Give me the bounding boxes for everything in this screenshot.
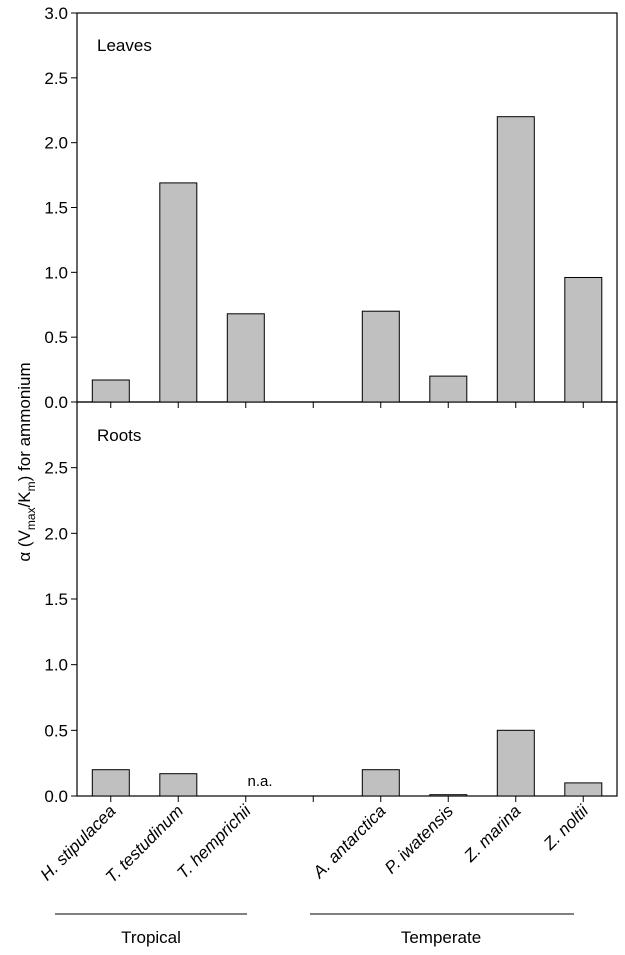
x-category-label: P. iwatensis: [381, 801, 457, 877]
leaves-bar: [429, 375, 468, 403]
x-category-label: Z. noltii: [539, 801, 593, 855]
roots-panel-label: Roots: [97, 426, 141, 445]
leaves-panel-frame: [76, 12, 618, 403]
roots-bar: [159, 773, 198, 797]
roots-ytick-label: 2.5: [44, 459, 68, 478]
temperate-group-label: Temperate: [401, 928, 481, 947]
x-category-label: A. antarctica: [309, 801, 390, 882]
leaves-bar: [91, 379, 130, 403]
na-annotation: n.a.: [247, 773, 272, 790]
roots-ytick-label: 2.0: [44, 524, 68, 543]
leaves-bar: [159, 182, 198, 403]
leaves-bar: [226, 313, 265, 403]
leaves-panel-label: Leaves: [97, 36, 152, 55]
leaves-ytick-label: 3.0: [44, 4, 68, 23]
leaves-ytick-label: 2.0: [44, 134, 68, 153]
x-category-label: T. hemprichii: [173, 801, 255, 883]
leaves-bar: [361, 310, 400, 403]
leaves-ytick-label: 0.0: [44, 393, 68, 412]
leaves-bar: [564, 277, 603, 403]
tropical-group-label: Tropical: [121, 928, 181, 947]
leaves-bar: [496, 116, 535, 403]
roots-ytick-label: 0.0: [44, 787, 68, 806]
roots-ytick-label: 1.0: [44, 656, 68, 675]
roots-bar: [91, 769, 130, 797]
roots-ytick-label: 0.5: [44, 721, 68, 740]
roots-ytick-label: 1.5: [44, 590, 68, 609]
roots-panel-frame: [76, 401, 618, 797]
y-axis-label: α (Vmax/Km) for ammonium: [15, 362, 38, 561]
leaves-ytick-label: 1.0: [44, 263, 68, 282]
roots-bar: [361, 769, 400, 797]
leaves-ytick-label: 0.5: [44, 328, 68, 347]
roots-bar: [429, 794, 468, 797]
leaves-ytick-label: 1.5: [44, 199, 68, 218]
roots-bar: [496, 729, 535, 797]
roots-bar: [564, 782, 603, 797]
x-category-label: Z. marina: [460, 801, 525, 866]
leaves-ytick-label: 2.5: [44, 69, 68, 88]
